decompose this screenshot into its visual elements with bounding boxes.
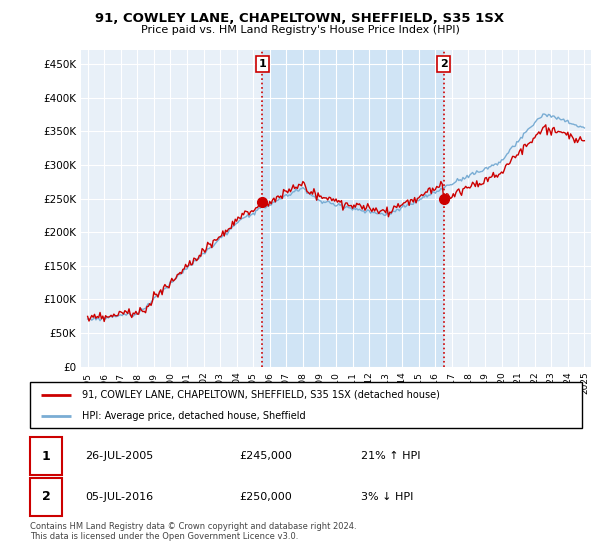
Text: £250,000: £250,000 xyxy=(240,492,293,502)
Text: 2: 2 xyxy=(440,59,448,69)
Text: 1: 1 xyxy=(41,450,50,463)
Text: 91, COWLEY LANE, CHAPELTOWN, SHEFFIELD, S35 1SX (detached house): 91, COWLEY LANE, CHAPELTOWN, SHEFFIELD, … xyxy=(82,390,440,400)
Text: 3% ↓ HPI: 3% ↓ HPI xyxy=(361,492,413,502)
Text: 91, COWLEY LANE, CHAPELTOWN, SHEFFIELD, S35 1SX: 91, COWLEY LANE, CHAPELTOWN, SHEFFIELD, … xyxy=(95,12,505,25)
Text: Contains HM Land Registry data © Crown copyright and database right 2024.
This d: Contains HM Land Registry data © Crown c… xyxy=(30,522,356,542)
Text: £245,000: £245,000 xyxy=(240,451,293,461)
FancyBboxPatch shape xyxy=(30,437,62,475)
Text: 26-JUL-2005: 26-JUL-2005 xyxy=(85,451,154,461)
Bar xyxy=(262,50,444,367)
Text: 21% ↑ HPI: 21% ↑ HPI xyxy=(361,451,421,461)
FancyBboxPatch shape xyxy=(30,478,62,516)
Text: Price paid vs. HM Land Registry's House Price Index (HPI): Price paid vs. HM Land Registry's House … xyxy=(140,25,460,35)
Text: 05-JUL-2016: 05-JUL-2016 xyxy=(85,492,154,502)
Text: 1: 1 xyxy=(259,59,266,69)
FancyBboxPatch shape xyxy=(30,382,582,428)
Text: HPI: Average price, detached house, Sheffield: HPI: Average price, detached house, Shef… xyxy=(82,411,306,421)
Text: 2: 2 xyxy=(41,491,50,503)
